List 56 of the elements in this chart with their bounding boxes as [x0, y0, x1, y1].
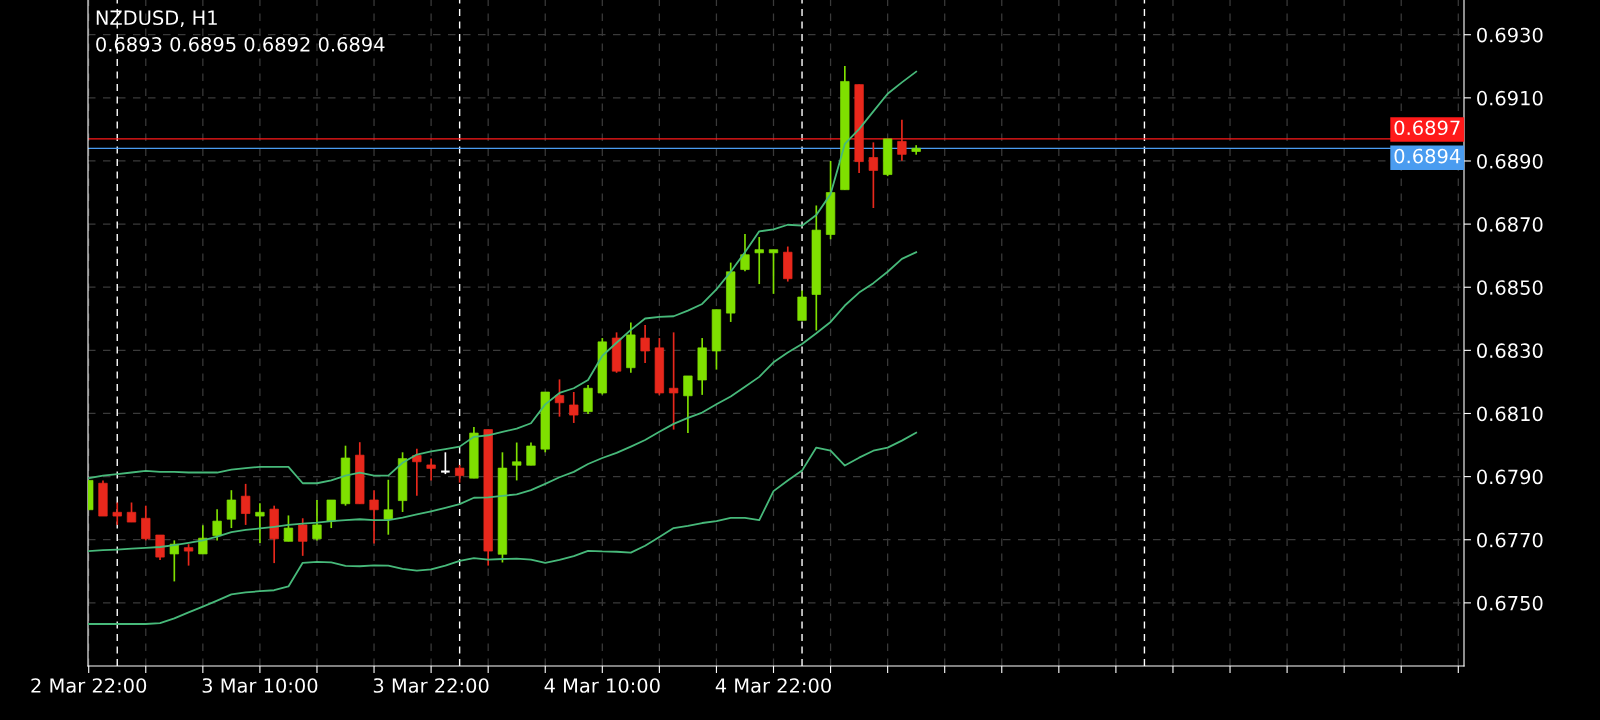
- candlestick: [526, 441, 536, 467]
- candlestick: [141, 504, 151, 542]
- candlestick: [583, 384, 593, 415]
- y-tick-label: 0.6890: [1477, 153, 1543, 169]
- candlestick: [868, 141, 878, 209]
- line-series: [88, 251, 918, 553]
- x-tick-label: 4 Mar 10:00: [544, 678, 660, 693]
- line-series: [88, 431, 918, 625]
- candlestick: [768, 248, 779, 295]
- candlestick: [198, 524, 208, 555]
- candlestick: [797, 289, 807, 322]
- candlestick: [126, 501, 137, 523]
- y-tick-label: 0.6830: [1477, 343, 1543, 359]
- candlestick: [212, 508, 222, 542]
- candlestick: [155, 534, 165, 561]
- candlestick: [512, 441, 522, 482]
- ref-line-label: 0.6894: [1394, 148, 1461, 164]
- candlestick: [283, 514, 294, 543]
- x-tick-label: 2 Mar 22:00: [31, 678, 147, 693]
- candlestick: [255, 502, 265, 544]
- x-tick-label: 3 Mar 22:00: [373, 678, 489, 693]
- candlestick: [326, 499, 336, 529]
- candlestick: [241, 483, 251, 526]
- x-tick-label: 4 Mar 22:00: [715, 678, 831, 693]
- candlestick: [426, 457, 436, 482]
- y-tick-label: 0.6810: [1477, 406, 1543, 422]
- y-tick-label: 0.6910: [1477, 90, 1543, 106]
- candlestick: [569, 391, 579, 424]
- candlestick: [312, 499, 322, 542]
- y-tick-label: 0.6850: [1477, 280, 1543, 295]
- candlestick: [740, 233, 750, 272]
- candlestick: [169, 539, 179, 583]
- y-tick-label: 0.6750: [1477, 595, 1543, 611]
- x-tick-label: 3 Mar 10:00: [202, 678, 318, 693]
- chart-title: NZDUSD, H1: [96, 10, 217, 28]
- candlestick: [440, 451, 451, 475]
- candlestick: [754, 236, 764, 285]
- candlestick: [383, 478, 393, 536]
- candlestick: [112, 501, 122, 526]
- candlestick: [897, 118, 907, 162]
- y-tick-label: 0.6790: [1477, 469, 1543, 485]
- y-tick-label: 0.6770: [1477, 532, 1543, 548]
- line-series: [88, 70, 918, 485]
- y-tick-label: 0.6870: [1477, 217, 1543, 232]
- candlestick: [412, 448, 422, 497]
- candlestick: [183, 543, 194, 567]
- candlestick: [669, 331, 679, 431]
- candlestick: [640, 324, 650, 364]
- candlestick: [226, 489, 237, 529]
- text: 0.6893 0.6895 0.6892 0.6894: [96, 36, 385, 52]
- ref-line-label: 0.6897: [1394, 120, 1460, 136]
- candlestick: [683, 375, 693, 434]
- candlestick: [554, 378, 565, 418]
- y-tick-label: 0.6930: [1477, 27, 1543, 43]
- candlestick: [369, 489, 379, 545]
- candlestick: [298, 517, 308, 557]
